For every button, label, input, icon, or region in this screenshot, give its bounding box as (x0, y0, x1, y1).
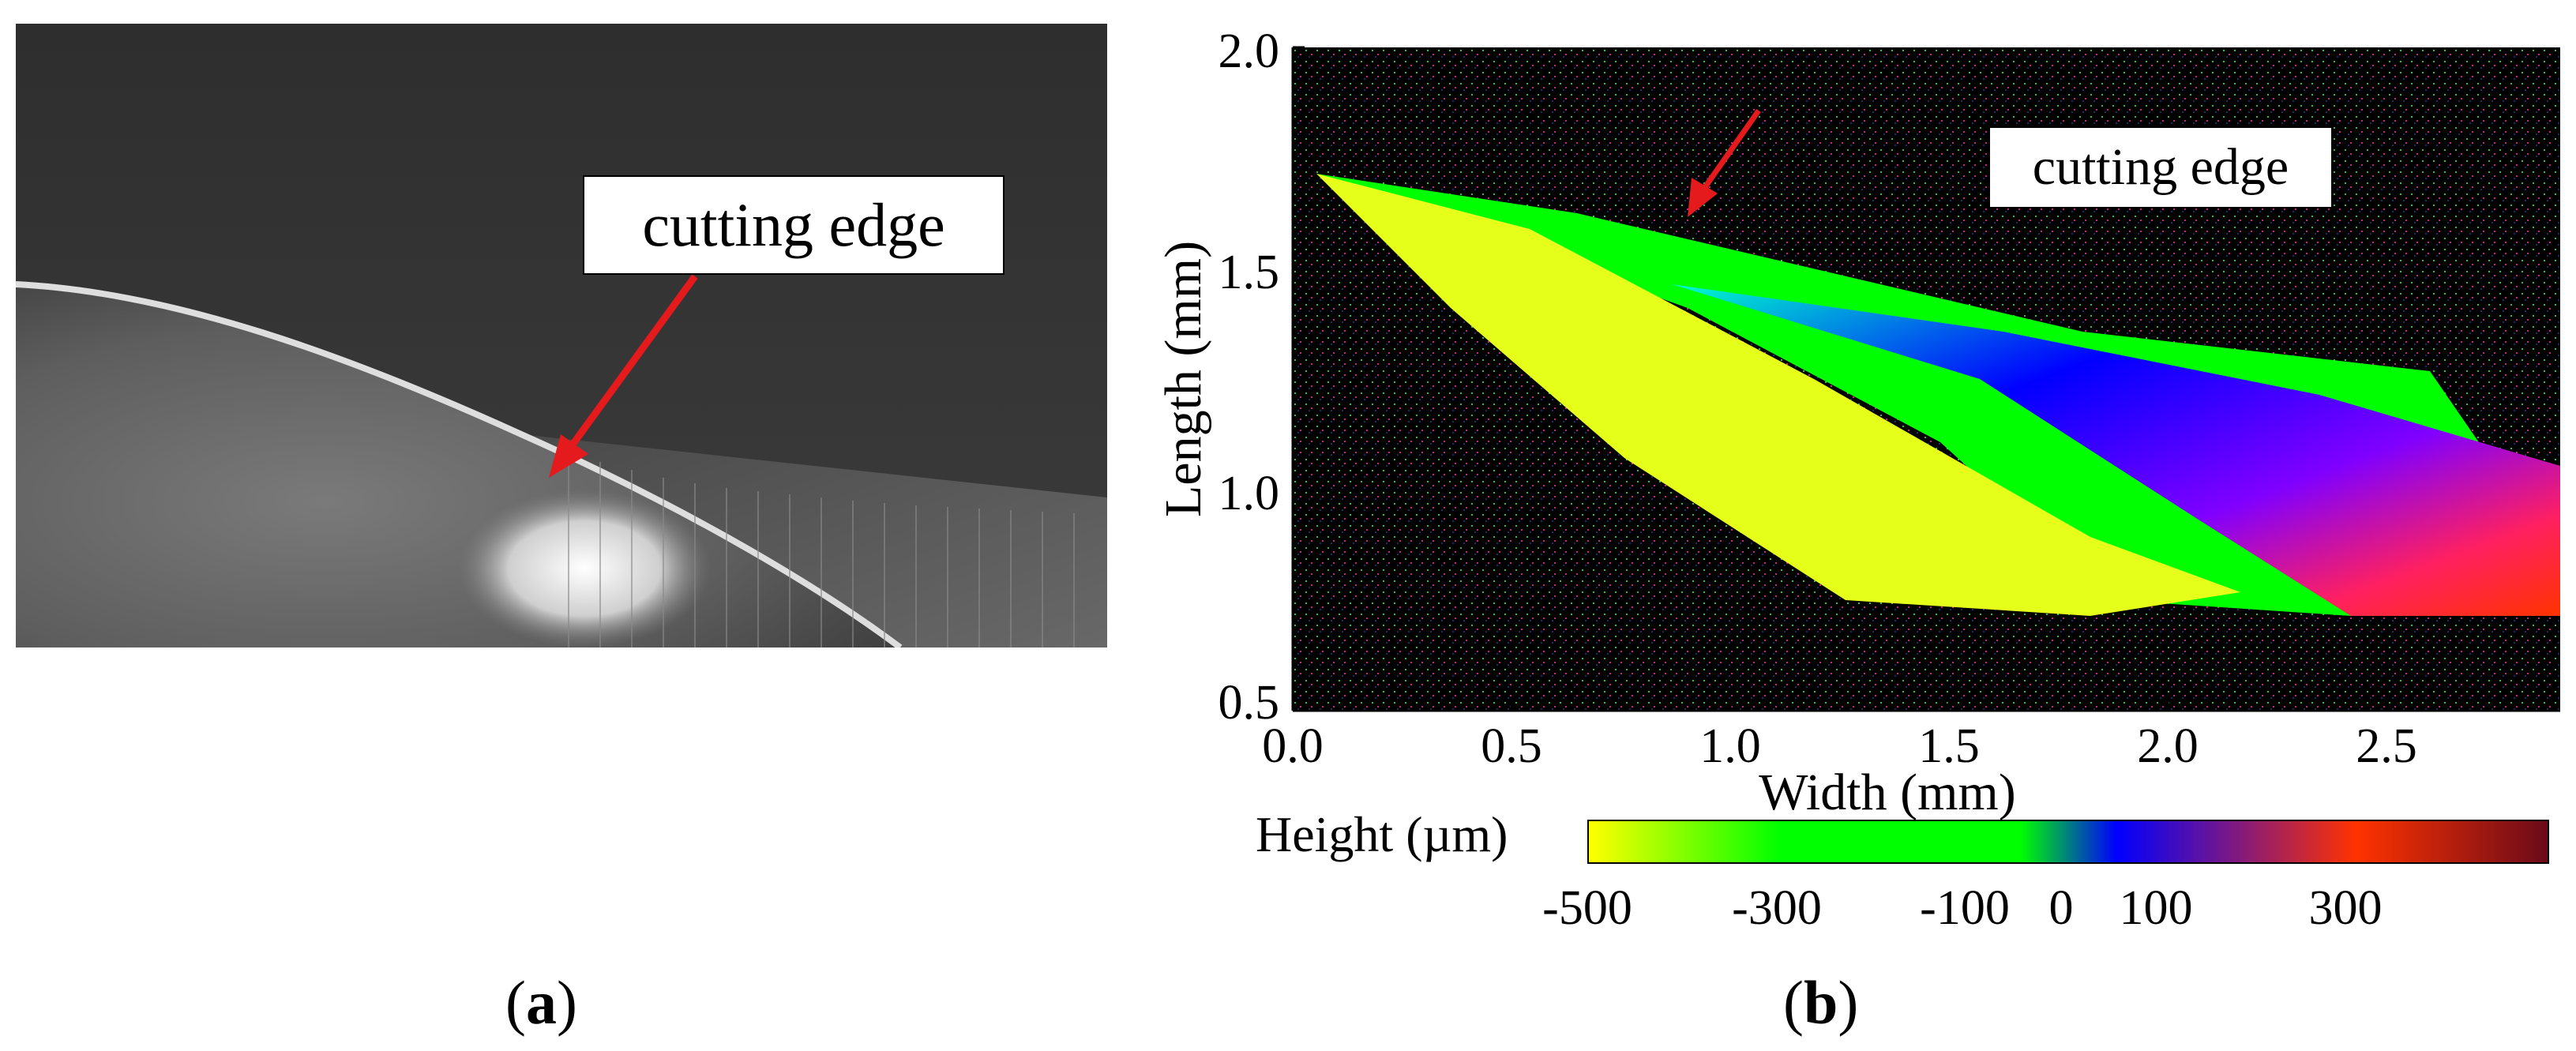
x-tick-label: 0.5 (1481, 719, 1542, 773)
x-tick-label: 0.0 (1262, 719, 1324, 773)
colorbar-tick: -500 (1542, 881, 1632, 935)
y-tick-label: 1.0 (1219, 467, 1280, 520)
y-axis: 2.0 1.5 1.0 0.5 Length (mm) (1155, 24, 1305, 730)
colorbar-ticks: -500 -300 -100 0 100 300 (1542, 881, 2382, 935)
cutting-edge-label: cutting edge (583, 175, 1004, 275)
caption-b: (b) (1783, 968, 1859, 1037)
y-tick-label: 0.5 (1219, 676, 1280, 730)
x-axis: 0.0 0.5 1.0 1.5 2.0 2.5 Width (mm) (1262, 699, 2417, 821)
colorbar-tick: -300 (1732, 881, 1822, 935)
x-axis-label: Width (mm) (1759, 764, 2015, 821)
colorbar-tick: 100 (2120, 881, 2193, 935)
colorbar (1587, 820, 2549, 864)
x-tick-label: 1.0 (1699, 719, 1761, 773)
tool-photo (16, 24, 1107, 647)
x-tick-label: 2.5 (2356, 719, 2417, 773)
colorbar-tick: 0 (2049, 881, 2074, 935)
caption-a: (a) (505, 968, 577, 1037)
x-tick-label: 2.0 (2137, 719, 2199, 773)
y-tick-label: 2.0 (1219, 24, 1280, 78)
colorbar-tick: -100 (1920, 881, 2010, 935)
height-map-plot (1293, 47, 2560, 711)
colorbar-tick: 300 (2309, 881, 2383, 935)
y-axis-label: Length (mm) (1155, 241, 1212, 517)
y-tick-label: 1.5 (1219, 246, 1280, 299)
cutting-edge-label-b: cutting edge (1988, 126, 2333, 208)
x-tick-label: 1.5 (1918, 719, 1980, 773)
colorbar-label: Height (µm) (1256, 806, 1508, 862)
